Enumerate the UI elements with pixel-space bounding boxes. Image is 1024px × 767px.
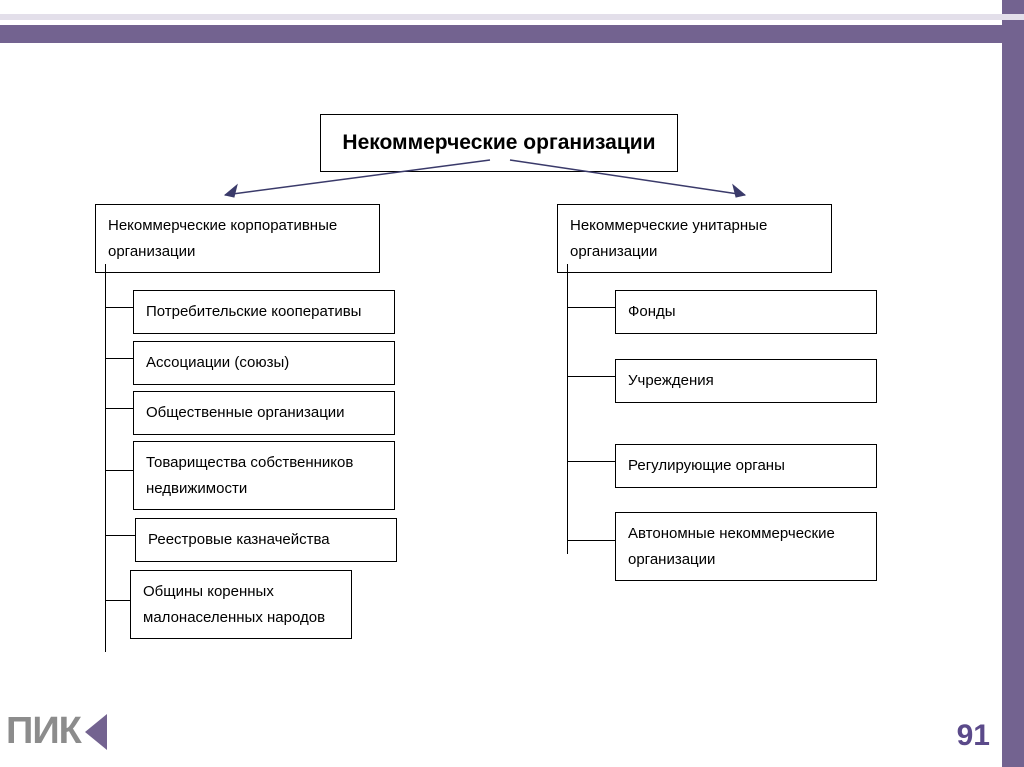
left-trunk <box>105 264 106 652</box>
right-item-1: Учреждения <box>615 359 877 403</box>
header-accent-light <box>0 14 1024 20</box>
logo: ПИК <box>6 710 107 753</box>
left-item-3: Товарищества собственников недвижимости <box>133 441 395 510</box>
left-item-1: Ассоциации (союзы) <box>133 341 395 385</box>
left-hconn-1 <box>105 358 133 359</box>
right-hconn-3 <box>567 540 615 541</box>
right-item-2: Регулирующие органы <box>615 444 877 488</box>
left-category: Некоммерческие корпоративные организации <box>95 204 380 273</box>
right-item-0: Фонды <box>615 290 877 334</box>
left-hconn-0 <box>105 307 133 308</box>
side-accent-gap <box>1002 14 1024 20</box>
logo-text: ПИК <box>6 710 81 753</box>
right-hconn-2 <box>567 461 615 462</box>
left-item-5: Общины коренных малонаселенных народов <box>130 570 352 639</box>
left-hconn-2 <box>105 408 133 409</box>
left-hconn-4 <box>105 535 135 536</box>
left-item-2: Общественные организации <box>133 391 395 435</box>
left-item-4: Реестровые казначейства <box>135 518 397 562</box>
right-hconn-0 <box>567 307 615 308</box>
left-hconn-3 <box>105 470 133 471</box>
right-category: Некоммерческие унитарные организации <box>557 204 832 273</box>
side-accent-bar <box>1002 0 1024 767</box>
logo-chevron-icon <box>85 714 107 750</box>
left-item-0: Потребительские кооперативы <box>133 290 395 334</box>
left-hconn-5 <box>105 600 130 601</box>
branch-arrows <box>190 155 810 210</box>
page-number: 91 <box>957 719 990 753</box>
right-item-3: Автономные некоммерческие организации <box>615 512 877 581</box>
header-accent-bar <box>0 25 1024 43</box>
right-hconn-1 <box>567 376 615 377</box>
